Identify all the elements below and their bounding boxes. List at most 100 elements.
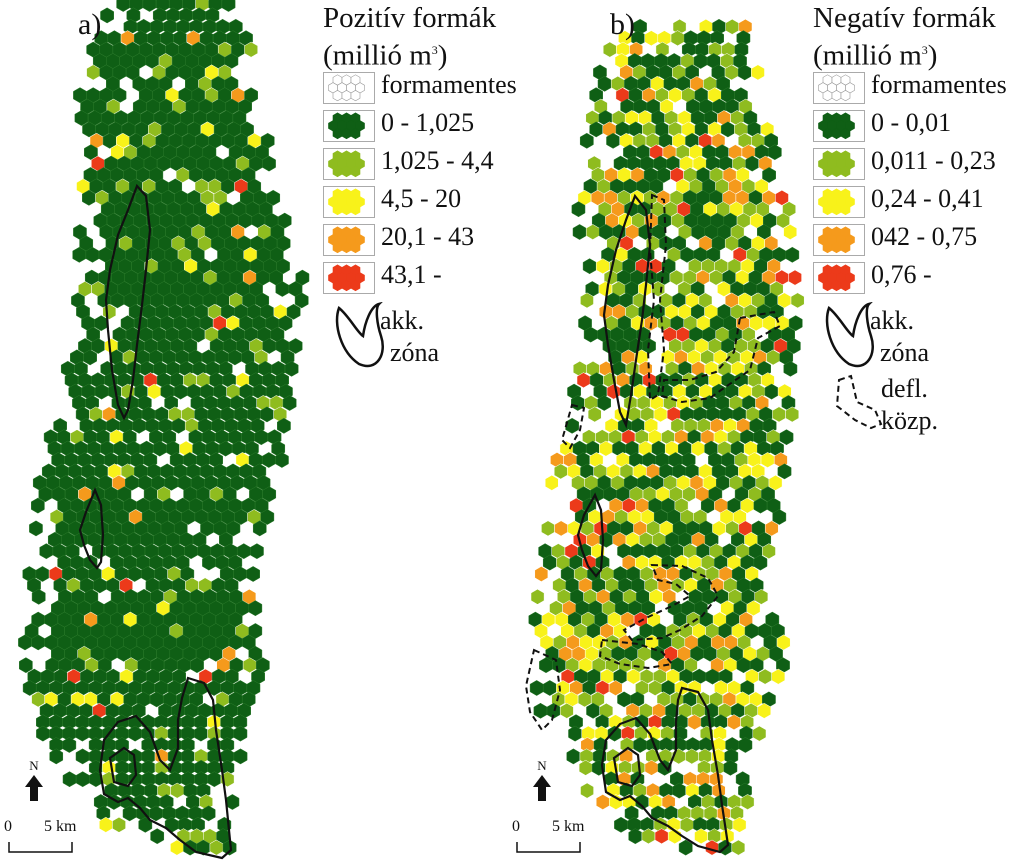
hex-cell (738, 737, 753, 753)
scale-zero: 0 (4, 818, 12, 835)
hex-cell (788, 315, 803, 332)
hex-cell (262, 486, 277, 503)
legend-label: 0,011 - 0,23 (871, 146, 996, 175)
hex-cell (785, 406, 800, 423)
accumulation-zone-outline (78, 487, 105, 570)
deflation-centre-outline (524, 648, 562, 732)
legend-title-line1: Negatív formák (813, 2, 996, 34)
legend-label: 20,1 - 43 (381, 222, 475, 251)
hex-cell (783, 360, 798, 377)
hex-cell (769, 645, 783, 662)
deflation-centre-outline (622, 563, 720, 642)
legend-label: 0,24 - 0,41 (871, 184, 984, 213)
north-arrow-b: N (530, 758, 554, 806)
legend-swatch (323, 72, 375, 104)
hex-cell (776, 212, 790, 229)
hex-cell (779, 429, 794, 446)
hex-cell (752, 725, 767, 742)
hex-cell (568, 725, 582, 742)
legend-label: formamentes (381, 70, 517, 99)
hex-cell (294, 292, 309, 309)
hex-cell (75, 725, 90, 742)
hex-cell (776, 634, 791, 651)
hex-cell (49, 748, 64, 765)
hex-cell (731, 839, 746, 856)
legend-title-a: Pozitív formák (millió m3) (323, 2, 512, 72)
hex-cell (246, 566, 260, 582)
legend-b: Negatív formák (millió m3) formamentes 0 … (813, 2, 1024, 442)
hex-cell (785, 246, 800, 263)
north-arrow-a: N (22, 758, 46, 806)
hex-cell (284, 360, 299, 377)
hex-cell (84, 144, 98, 161)
hex-cell (693, 53, 708, 69)
map-panel-a: a) Pozitív formák (millió m3) formamente… (4, 0, 517, 860)
legend-label: 0 - 1,025 (381, 108, 475, 137)
zone-symbol-icon (335, 302, 384, 368)
hex-cells-b (528, 18, 805, 856)
legend-label: 0,76 - (871, 260, 932, 289)
hex-cell (582, 258, 597, 275)
legend-item: 0,011 - 0,23 (813, 146, 1024, 182)
hex-cell (542, 680, 557, 696)
hex-cell (597, 395, 611, 411)
hex-cell (116, 0, 130, 12)
legend-item: 0,24 - 0,41 (813, 184, 1024, 220)
hex-cell (644, 759, 659, 776)
hex-cell (580, 292, 594, 309)
hex-cell (295, 269, 310, 286)
hex-cell (694, 828, 708, 845)
hex-cell (260, 509, 275, 525)
legend-label: 43,1 - (381, 260, 442, 289)
panel-label-b: b) (610, 8, 635, 41)
legend-label: 042 - 0,75 (871, 222, 978, 251)
deflation-centres-b (524, 193, 782, 732)
legend-title-b: Negatív formák (millió m3) (813, 2, 1024, 72)
hex-cell (128, 725, 142, 742)
hexbin-map-b (524, 18, 805, 856)
hex-cell (571, 201, 586, 218)
hex-cell (29, 520, 43, 537)
north-arrow-icon (533, 775, 551, 801)
hex-cells-a (18, 0, 310, 856)
accumulation-zone-outline (600, 686, 730, 854)
accumulation-zone-outline (602, 193, 652, 429)
hex-cell (233, 725, 248, 742)
legend-label: 1,025 - 4,4 (381, 146, 494, 175)
hex-cell (62, 737, 77, 753)
accumulation-zones-b (576, 193, 730, 854)
scale-label: 5 km (44, 818, 77, 835)
legend-swatch (813, 72, 865, 104)
accumulation-zones-a (78, 183, 233, 860)
hex-cell (775, 189, 789, 206)
scale-bar-line (516, 842, 581, 853)
legend-label: formamentes (871, 70, 1007, 99)
legend-swatch (323, 224, 375, 256)
zone-label-line2: zóna (390, 338, 440, 367)
hex-cell (226, 520, 241, 537)
hex-cell (768, 474, 783, 491)
zone-label-line2: zóna (880, 338, 930, 367)
legend-swatch (323, 186, 375, 218)
legend-item: 042 - 0,75 (813, 222, 1024, 258)
zone-symbol-icon (825, 302, 874, 368)
hex-cell (150, 828, 165, 845)
hex-cell (222, 839, 237, 856)
hex-cell (142, 0, 157, 12)
hex-cell (762, 167, 776, 183)
hex-cell (608, 680, 623, 696)
hex-cell (75, 771, 90, 788)
hex-cell (651, 281, 665, 297)
legend-item: 1,025 - 4,4 (323, 146, 512, 182)
hex-cell (771, 668, 786, 685)
accumulation-zone-outline (104, 183, 152, 421)
hex-cell (250, 543, 264, 560)
hex-cell (236, 543, 251, 560)
hex-cell (777, 463, 792, 480)
scale-bar-b: 0 5 km (512, 818, 592, 858)
deflation-label-line2: közp. (881, 406, 939, 435)
deflation-symbol-icon (835, 374, 883, 430)
map-panel-b: b) Negatív formák (millió m3) formamente… (512, 0, 1024, 860)
hex-cell (277, 212, 292, 229)
hex-cell (725, 18, 740, 35)
